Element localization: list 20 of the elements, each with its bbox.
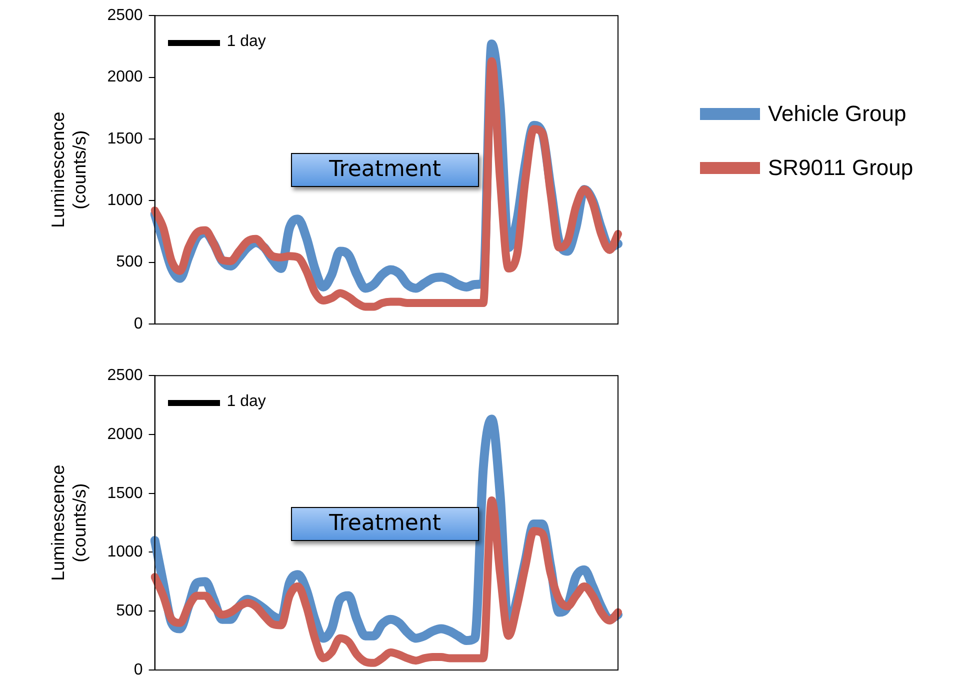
annotation: 1 day (226, 32, 266, 51)
y-tick-label: 0 (134, 315, 143, 332)
label-box: Treatment (291, 506, 479, 541)
y-axis-title: Luminescence (counts/s) (48, 464, 90, 581)
y-tick-label: 2500 (107, 367, 143, 384)
y-tick-label: 500 (116, 602, 143, 620)
y-tick-label: 1500 (107, 130, 143, 148)
legend-label: Vehicle Group (768, 100, 906, 126)
y-tick-label: 2000 (107, 426, 143, 443)
y-tick-label: 2000 (107, 68, 143, 86)
y-tick-label: 1500 (107, 484, 143, 502)
y-tick-label: 2500 (107, 7, 143, 24)
y-tick-label: 1000 (107, 192, 143, 210)
annotation: 1 day (226, 392, 266, 411)
legend-label: SR9011 Group (768, 154, 914, 180)
label-box: Treatment (291, 152, 479, 187)
y-axis-title: Luminescence (counts/s) (48, 112, 90, 228)
y-tick-label: 1000 (107, 544, 143, 561)
y-tick-label: 0 (134, 661, 143, 678)
y-tick-label: 500 (116, 254, 143, 271)
